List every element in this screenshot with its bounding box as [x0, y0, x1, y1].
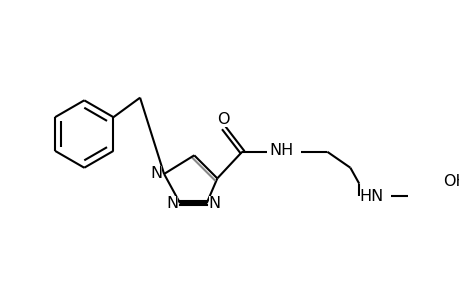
Text: OH: OH [442, 173, 459, 188]
Text: O: O [217, 112, 230, 127]
Text: HN: HN [359, 189, 383, 204]
Text: N: N [150, 166, 162, 181]
Text: N: N [166, 196, 178, 211]
Text: N: N [208, 196, 220, 211]
Text: NH: NH [269, 143, 293, 158]
